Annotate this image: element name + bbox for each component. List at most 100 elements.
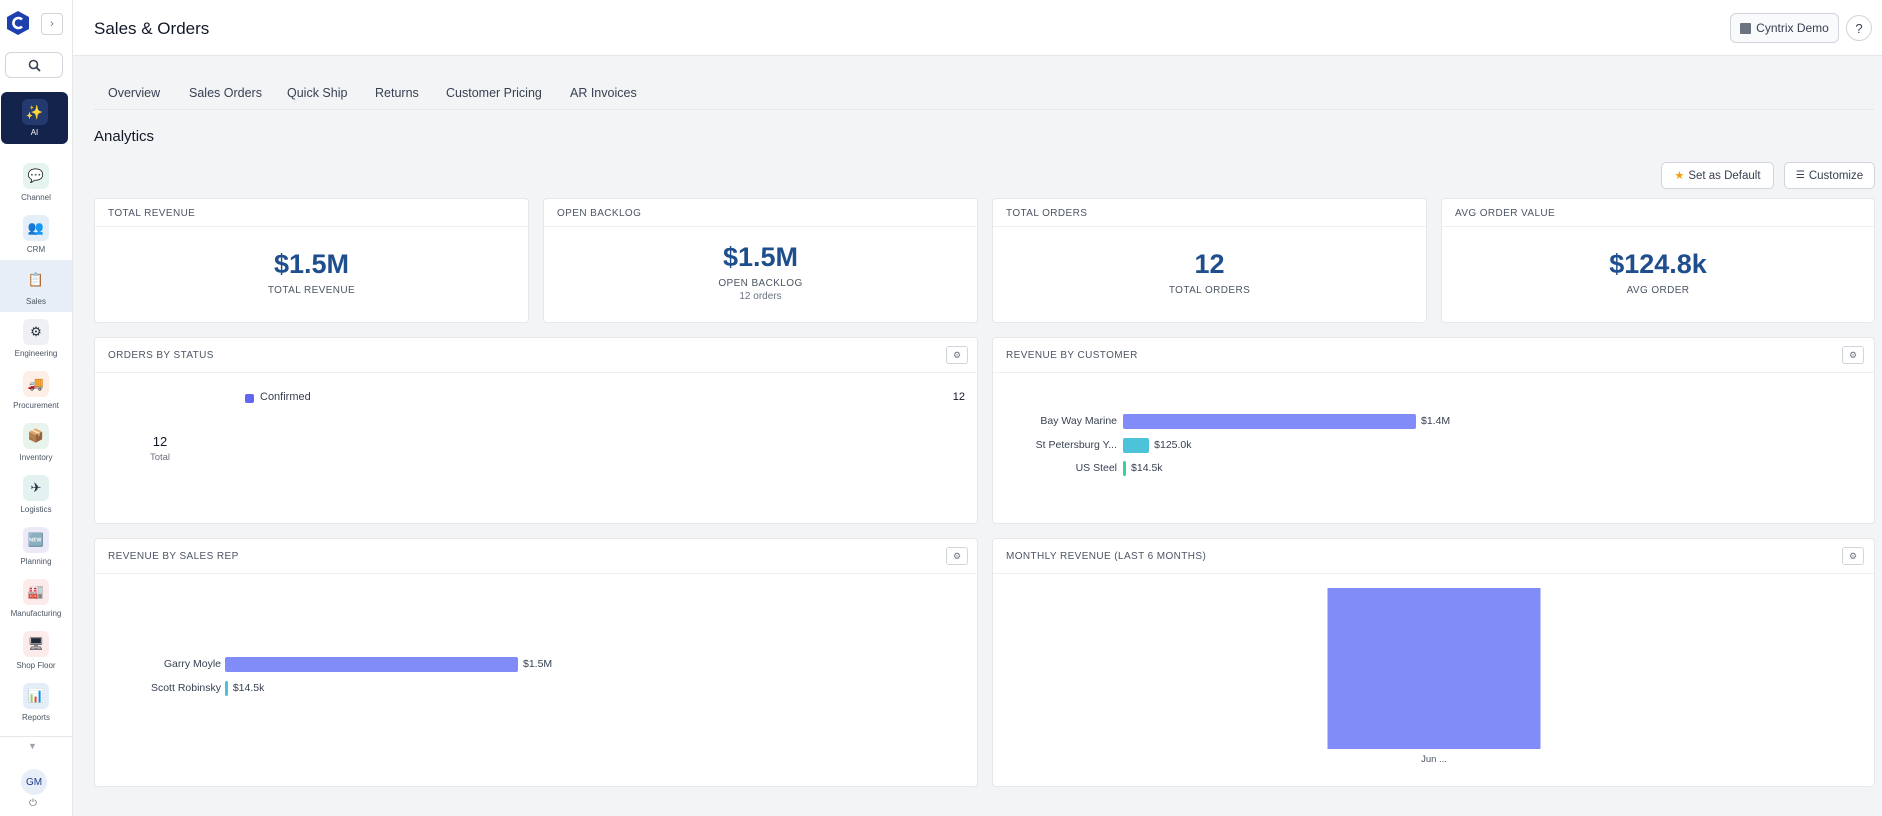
card-title: MONTHLY REVENUE (LAST 6 MONTHS): [1006, 551, 1207, 562]
tab-sales-orders[interactable]: Sales Orders: [189, 86, 262, 100]
bar[interactable]: [1123, 461, 1127, 476]
legend-label: Confirmed: [260, 391, 311, 403]
set-as-default-button[interactable]: ★ Set as Default: [1661, 162, 1774, 189]
sidebar-item-shop-floor[interactable]: 🖥 Shop Floor: [0, 624, 72, 676]
gear-icon: ⚙: [23, 318, 49, 345]
status-total-label: Total: [149, 452, 171, 463]
gear-icon: ⚙: [1848, 349, 1858, 360]
kpi-card-avg-order-value: AVG ORDER VALUE $124.8k AVG ORDER: [1441, 198, 1875, 323]
card-settings-button[interactable]: ⚙: [1842, 547, 1864, 565]
sidebar-nav: 💬 Channel 👥 CRM 📋 Sales ⚙ Engineering 🚚 Procureme…: [0, 156, 72, 728]
sidebar-item-label: Planning: [20, 556, 52, 566]
x-tick-label: Jun ...: [1421, 754, 1447, 765]
sidebar-item-channel[interactable]: 💬 Channel: [0, 156, 72, 208]
monthly-revenue-bar[interactable]: [1327, 588, 1541, 749]
card-title: TOTAL REVENUE: [108, 208, 196, 219]
users-icon: 👥: [23, 214, 49, 241]
sidebar-item-ai[interactable]: ✨ AI: [1, 92, 68, 144]
revenue-by-sales-rep-card: REVENUE BY SALES REP ⚙ Garry Moyle $1.5M S…: [94, 538, 978, 787]
card-settings-button[interactable]: ⚙: [1842, 346, 1864, 364]
card-header: [993, 338, 1874, 373]
legend-count: 12: [952, 391, 965, 403]
user-avatar[interactable]: GM: [21, 769, 47, 795]
sidebar-item-label: Inventory: [19, 452, 53, 462]
card-title: REVENUE BY SALES REP: [108, 551, 239, 562]
card-settings-button[interactable]: ⚙: [946, 547, 968, 565]
card-header: [993, 199, 1426, 227]
help-button[interactable]: ?: [1846, 15, 1872, 41]
sidebar-item-reports[interactable]: 📊 Reports: [0, 676, 72, 728]
kpi-subtext: 12 orders: [739, 291, 782, 302]
sidebar-item-engineering[interactable]: ⚙ Engineering: [0, 312, 72, 364]
monitor-icon: 🖥: [23, 630, 49, 657]
bar-value-label: $125.0k: [1154, 438, 1192, 451]
truck-icon: 🚚: [23, 370, 49, 397]
section-title: Analytics: [94, 128, 155, 145]
star-icon: ★: [1674, 170, 1685, 182]
sidebar-expand-button[interactable]: ›: [41, 13, 63, 35]
sidebar-item-label: Manufacturing: [10, 608, 62, 618]
tab-bar: Overview Sales Orders Quick Ship Returns…: [94, 84, 1874, 110]
chevron-right-icon: ›: [50, 18, 54, 30]
plane-icon: ✈: [23, 474, 49, 501]
search-icon: [28, 59, 41, 72]
card-settings-button[interactable]: ⚙: [946, 346, 968, 364]
building-icon: [1740, 22, 1752, 34]
sidebar-item-procurement[interactable]: 🚚 Procurement: [0, 364, 72, 416]
bar[interactable]: [1123, 437, 1150, 453]
tab-returns[interactable]: Returns: [375, 86, 419, 100]
box-icon: 📦: [23, 422, 49, 449]
bar-chart-icon: 📊: [23, 682, 49, 709]
kpi-value: $124.8k: [1609, 249, 1707, 279]
sidebar: › ✨ AI 💬 Channel 👥 CRM 📋 Sales ⚙ Engineering 🚚 Pr…: [0, 0, 73, 816]
sidebar-item-planning[interactable]: 🆕 Planning: [0, 520, 72, 572]
revenue-by-customer-card: REVENUE BY CUSTOMER ⚙ Bay Way Marine $1.4…: [992, 337, 1875, 524]
sidebar-item-label: Sales: [25, 296, 46, 306]
bar-value-label: $14.5k: [1131, 462, 1163, 474]
tab-overview[interactable]: Overview: [108, 86, 161, 100]
factory-icon: 🏭: [23, 578, 49, 605]
sidebar-item-label: Reports: [21, 712, 50, 722]
sidebar-item-inventory[interactable]: 📦 Inventory: [0, 416, 72, 468]
card-header: [95, 338, 977, 373]
sidebar-item-crm[interactable]: 👥 CRM: [0, 208, 72, 260]
tab-quick-ship[interactable]: Quick Ship: [287, 86, 348, 100]
sidebar-item-logistics[interactable]: ✈ Logistics: [0, 468, 72, 520]
gear-icon: ⚙: [952, 349, 962, 360]
sparkles-icon: ✨: [21, 99, 48, 125]
kpi-card-total-orders: TOTAL ORDERS 12 TOTAL ORDERS: [992, 198, 1427, 323]
customize-label: Customize: [1808, 169, 1864, 182]
power-icon[interactable]: ⏻: [29, 798, 37, 809]
scroll-down-icon[interactable]: ▼: [28, 741, 37, 751]
bar-label: Scott Robinsky: [150, 682, 221, 694]
clipboard-icon: 📋: [23, 266, 49, 293]
sidebar-divider: [0, 736, 72, 737]
kpi-card-open-backlog: OPEN BACKLOG $1.5M OPEN BACKLOG 12 order…: [543, 198, 978, 323]
kpi-card-total-revenue: TOTAL REVENUE $1.5M TOTAL REVENUE: [94, 198, 529, 323]
kpi-value: $1.5M: [722, 242, 799, 272]
bar[interactable]: [1123, 414, 1416, 429]
monthly-revenue-card: MONTHLY REVENUE (LAST 6 MONTHS) ⚙ Jun ..…: [992, 538, 1875, 787]
tab-customer-pricing[interactable]: Customer Pricing: [446, 86, 542, 100]
card-title: TOTAL ORDERS: [1006, 208, 1088, 219]
tab-ar-invoices[interactable]: AR Invoices: [570, 86, 637, 100]
bar-value-label: $1.4M: [1421, 415, 1451, 427]
bar[interactable]: [225, 657, 518, 672]
kpi-value: $1.5M: [273, 249, 350, 279]
bar[interactable]: [225, 681, 228, 696]
card-title: REVENUE BY CUSTOMER: [1006, 350, 1138, 361]
set-as-default-label: Set as Default: [1688, 169, 1761, 182]
sidebar-item-manufacturing[interactable]: 🏭 Manufacturing: [0, 572, 72, 624]
app-logo-icon[interactable]: [7, 11, 29, 35]
monthly-revenue-chart: Jun ...: [1327, 588, 1541, 765]
customize-button[interactable]: ☰ Customize: [1784, 162, 1875, 189]
org-switcher-button[interactable]: Cyntrix Demo: [1730, 13, 1839, 43]
sidebar-search-button[interactable]: [5, 52, 63, 78]
sidebar-item-sales[interactable]: 📋 Sales: [0, 260, 72, 312]
orders-by-status-card: ORDERS BY STATUS ⚙ Confirmed 12 12 Total: [94, 337, 978, 524]
bar-label: St Petersburg Y...: [1035, 438, 1117, 451]
sidebar-item-label: AI: [30, 128, 39, 137]
card-title: AVG ORDER VALUE: [1455, 208, 1556, 219]
list-icon: ☰: [1795, 170, 1805, 181]
card-header: [544, 199, 977, 227]
